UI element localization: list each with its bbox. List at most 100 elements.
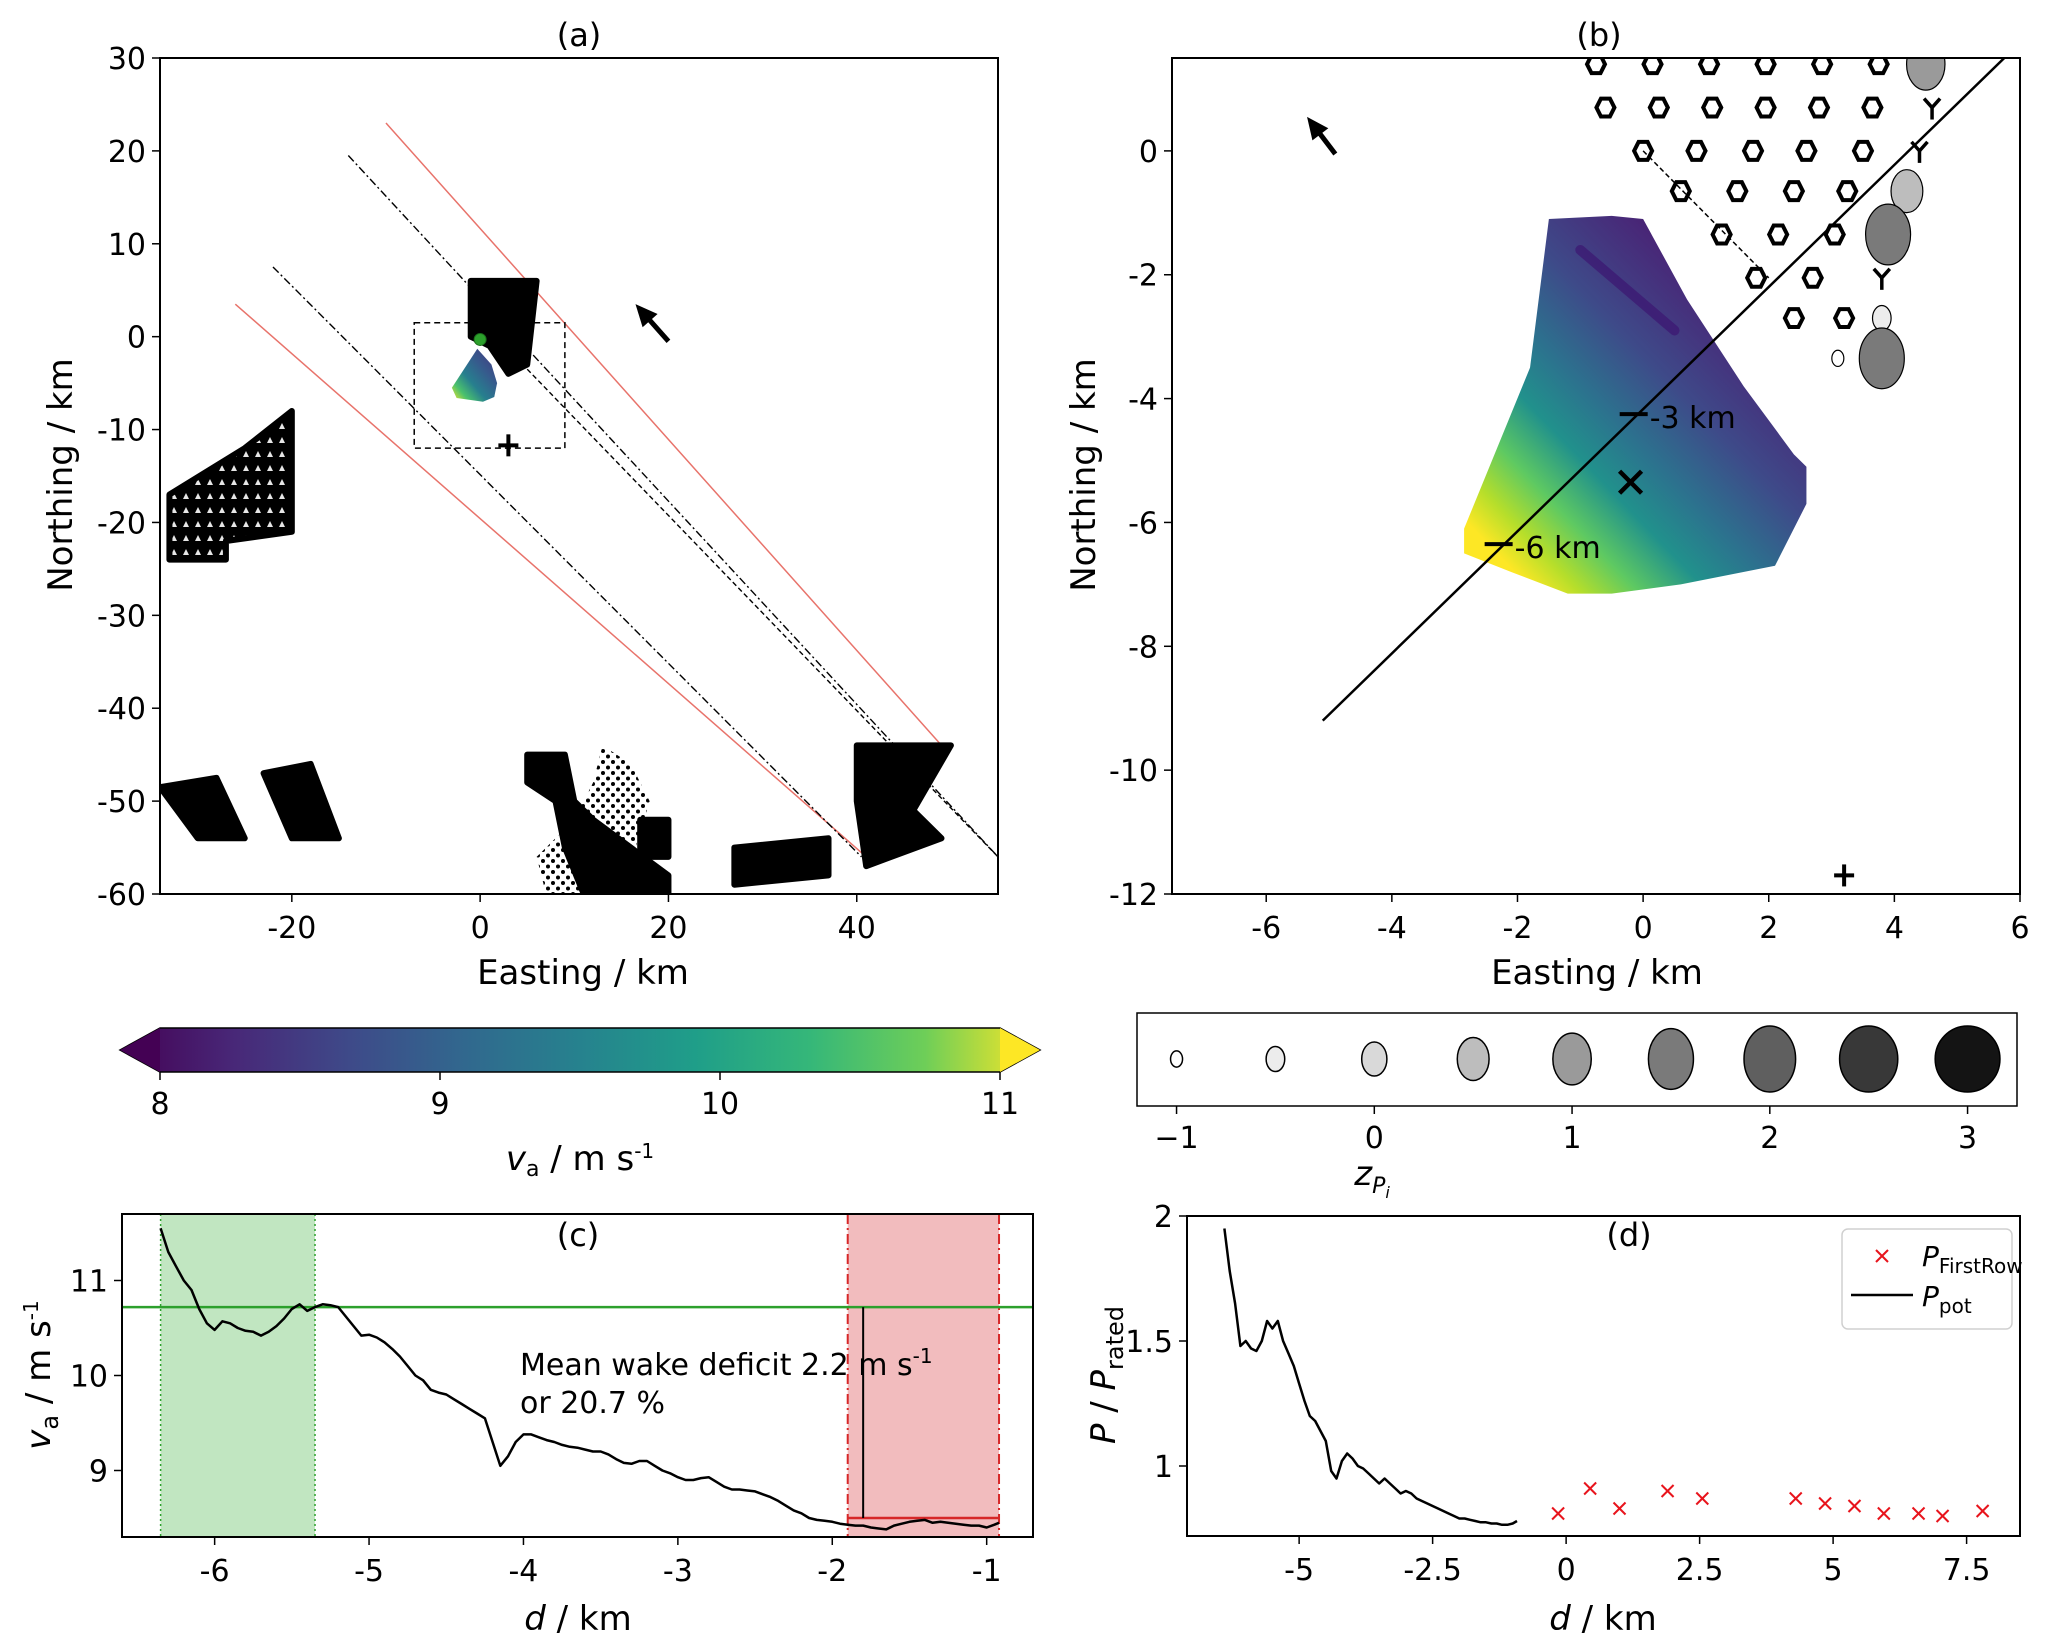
c-xtick-label: -2 — [817, 1554, 847, 1589]
panel-d-frame — [1186, 1215, 2021, 1537]
colorbar-body — [118, 1027, 1042, 1073]
wind-direction-arrow-head — [635, 304, 658, 328]
panel-a-title: (a) — [557, 16, 602, 54]
wind-farm-farm-southeast-2 — [853, 742, 954, 870]
sar-wake-streak — [1575, 244, 1680, 336]
b-ytick-label: -6 — [1128, 506, 1158, 541]
b-xtick-label: 4 — [1885, 911, 1904, 946]
a-xtick-label: 20 — [649, 911, 687, 946]
turbine-hexagon — [1631, 139, 1655, 162]
c-xtick-label: -3 — [663, 1554, 693, 1589]
turbine-hexagon — [1697, 58, 1721, 76]
x-stroke-b — [1583, 1481, 1597, 1496]
panel-b-ylabel: Northing / km — [1064, 358, 1104, 592]
b-ytick-label: -2 — [1128, 259, 1158, 294]
colorbar-extend-low — [120, 1028, 160, 1072]
turbine-y-marker — [1922, 97, 1942, 120]
b-ytick-label: -8 — [1128, 630, 1158, 665]
zscore-circle — [1265, 1045, 1286, 1073]
p-firstrow-marker — [1911, 1506, 1926, 1521]
legend-label-pot: Ppot — [1922, 1280, 1972, 1318]
y-marker-left — [1872, 267, 1884, 279]
turbine-hexagon — [1685, 139, 1708, 162]
turbine-zscore-circle — [1905, 58, 1946, 91]
turbine-hexagon — [1754, 58, 1777, 76]
transect-tick-label: -3 km — [1650, 401, 1736, 436]
panel-d-title: (d) — [1606, 1216, 1651, 1254]
a-ytick-label: 0 — [127, 321, 146, 356]
reference-span-green — [160, 1214, 316, 1537]
turbine-hexagon — [1700, 96, 1724, 119]
a-xtick-label: 40 — [838, 911, 876, 946]
turbine-hexagon — [1836, 180, 1859, 203]
a-ytick-label: -30 — [97, 599, 146, 634]
turbine-hexagon — [1782, 180, 1806, 203]
panel-a-ticks: -20 0 20 40 30 20 10 0 -10 -20 -30 -40 -50 -60 — [97, 42, 876, 946]
turbine-hexagon — [1810, 58, 1834, 76]
wake-deficit-annotation-line2: or 20.7 % — [520, 1386, 665, 1421]
va-profile-line — [159, 1227, 1000, 1531]
panel-b-title: (b) — [1576, 16, 1621, 54]
turbine-hexagon — [1782, 307, 1806, 330]
colorbar-tick-label: 9 — [430, 1087, 449, 1122]
x-stroke-b — [1911, 1506, 1926, 1521]
panel-b-xlabel: Easting / km — [1491, 953, 1703, 993]
a-ytick-label: 20 — [108, 135, 146, 170]
panel-a: (a) -20 0 20 40 30 20 10 0 -10 -20 -30 -40 -50 -60 Ea… — [41, 16, 999, 993]
c-xtick-label: -6 — [200, 1554, 230, 1589]
panel-c: (c) -6 -5 -4 -3 -2 -1 9 10 11 Mean wake deficit … — [19, 1213, 1034, 1639]
panel-a-ylabel: Northing / km — [41, 358, 81, 592]
d-xtick-label: 7.5 — [1943, 1553, 1991, 1588]
wake-deficit-annotation-line1: Mean wake deficit 2.2 m s-1 — [520, 1344, 933, 1383]
x-marker-b — [1617, 469, 1644, 495]
p-firstrow-marker — [1612, 1501, 1627, 1516]
y-marker-right — [1880, 267, 1892, 279]
a-xtick-label: -20 — [267, 911, 316, 946]
turbine-hexagon — [1851, 139, 1875, 162]
c-ytick-label: 11 — [70, 1265, 108, 1300]
p-pot-line — [1223, 1228, 1518, 1527]
x-stroke-b — [1660, 1484, 1675, 1498]
zscore-circle — [1456, 1036, 1490, 1082]
p-firstrow-marker — [1975, 1504, 1990, 1518]
transect-tick-label: -6 km — [1515, 531, 1601, 566]
wind-farm-farm-northwest — [166, 407, 295, 563]
d-xtick-label: 2.5 — [1676, 1553, 1724, 1588]
turbine-hexagon — [1754, 96, 1777, 119]
zscore-tick-label: 3 — [1958, 1121, 1977, 1156]
turbine-hexagon — [1801, 266, 1824, 289]
turbine-hexagon — [1647, 96, 1671, 119]
a-ytick-label: -40 — [97, 692, 146, 727]
colorbar-tick-label: 11 — [981, 1087, 1019, 1122]
wind-direction-arrow-head — [1307, 116, 1329, 141]
green-reference-dot — [473, 332, 487, 346]
a-ytick-label: -60 — [97, 878, 146, 913]
zscore-circle — [1647, 1027, 1695, 1091]
panel-d: (d) -5 -2.5 0 2.5 5 7.5 1 1.5 2 PFirstRow Ppot d… — [1084, 1200, 2023, 1639]
panel-a-xlabel: Easting / km — [477, 953, 689, 993]
panel-b-plot-area: -3 km -6 km — [1307, 58, 2006, 887]
b-ytick-label: 0 — [1139, 135, 1158, 170]
p-firstrow-marker — [1935, 1509, 1950, 1523]
turbine-zscore-circle — [1858, 327, 1905, 390]
panel-d-ticks: -5 -2.5 0 2.5 5 7.5 1 1.5 2 — [1125, 1200, 1990, 1588]
p-firstrow-marker — [1847, 1499, 1862, 1513]
a-ytick-label: -20 — [97, 506, 146, 541]
d-xtick-label: -5 — [1284, 1553, 1314, 1588]
p-firstrow-marker — [1877, 1506, 1891, 1521]
zscore-axis-label: zPi — [1353, 1154, 1390, 1202]
a-ytick-label: -50 — [97, 785, 146, 820]
turbine-hexagon — [1641, 58, 1664, 76]
x-stroke-b — [1612, 1501, 1627, 1516]
panel-c-xlabel: d / km — [524, 1599, 631, 1639]
zscore-tick-label: 1 — [1563, 1121, 1582, 1156]
panel-c-title: (c) — [557, 1216, 600, 1254]
b-ytick-label: -10 — [1109, 754, 1158, 789]
turbine-y-marker — [1872, 267, 1892, 290]
zscore-circles — [1169, 1025, 2001, 1093]
turbine-hexagon — [1594, 96, 1617, 119]
x-stroke-b — [1877, 1506, 1891, 1521]
turbine-zscore-circle — [1871, 304, 1892, 332]
y-marker-left — [1910, 140, 1921, 153]
wind-farm-farm-southeast-1 — [731, 835, 832, 888]
